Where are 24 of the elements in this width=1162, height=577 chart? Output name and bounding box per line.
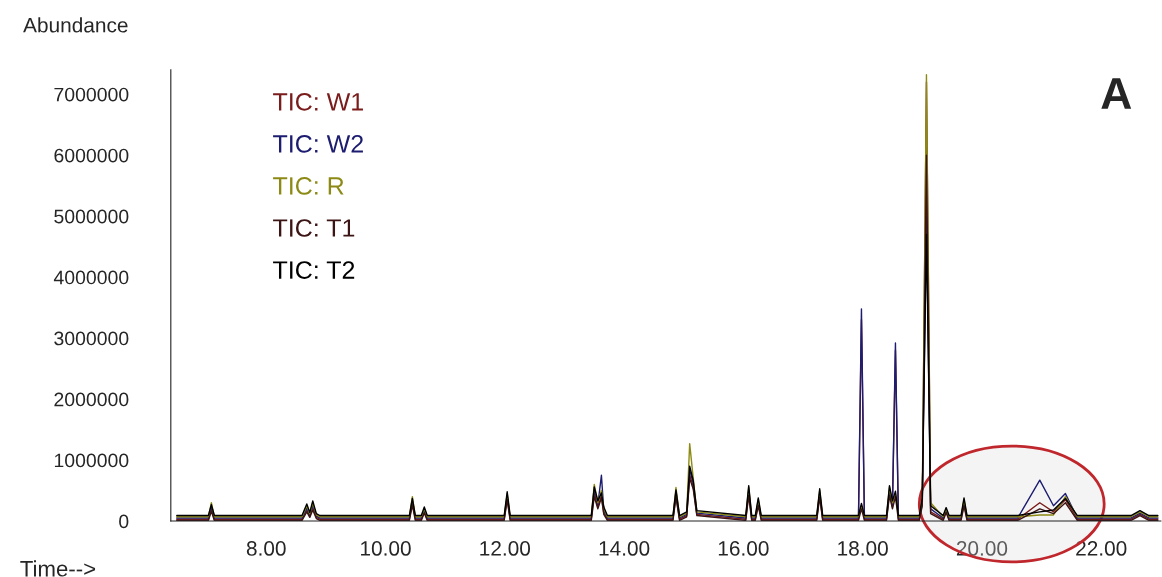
x-axis-title: Time--> bbox=[20, 560, 96, 577]
x-tick-label: 10.00 bbox=[361, 541, 411, 556]
y-tick-label: 2000000 bbox=[54, 392, 129, 407]
x-tick-label: 20.00 bbox=[956, 541, 1008, 556]
text: TIC: T1 bbox=[273, 219, 355, 237]
y-tick-label: 1000000 bbox=[54, 453, 129, 468]
text: TIC: R bbox=[273, 177, 344, 195]
y-tick-label: 7000000 bbox=[54, 87, 129, 102]
x-tick-label: 16.00 bbox=[718, 541, 769, 556]
text: TIC: W1 bbox=[273, 92, 363, 111]
x-tick-label: 12.00 bbox=[480, 541, 531, 556]
y-axis-title: Abundance bbox=[23, 17, 128, 33]
text: TIC: W2 bbox=[273, 135, 363, 153]
x-tick-label: 22.00 bbox=[1076, 541, 1127, 556]
y-tick-label: 3000000 bbox=[54, 331, 129, 346]
y-tick-label: 5000000 bbox=[54, 209, 129, 224]
text: TIC: T2 bbox=[273, 261, 355, 279]
y-tick-label: 4000000 bbox=[53, 270, 129, 285]
annotation: A bbox=[1101, 78, 1132, 109]
x-tick-label: 14.00 bbox=[599, 541, 650, 556]
y-tick-label: 0 bbox=[119, 514, 129, 529]
x-tick-label: 8.00 bbox=[246, 541, 286, 556]
y-tick-label: 6000000 bbox=[54, 148, 129, 163]
x-tick-label: 18.00 bbox=[838, 541, 888, 556]
